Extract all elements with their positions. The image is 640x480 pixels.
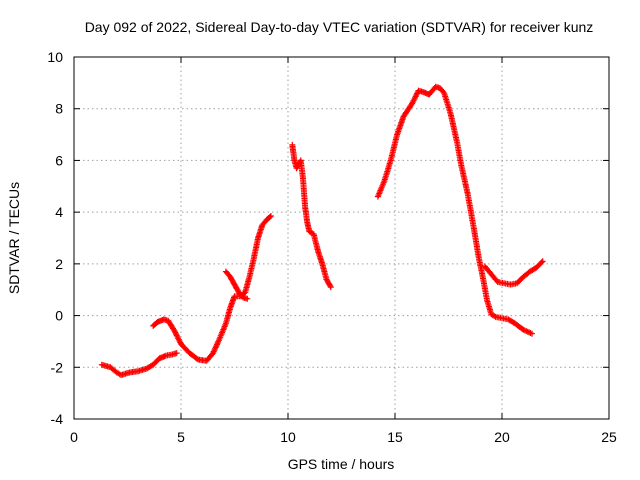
series-seg4 [289,141,334,291]
y-tick-label: -4 [51,411,64,427]
y-axis-label: SDTVAR / TECUs [6,182,22,294]
x-axis-label: GPS time / hours [288,456,395,472]
y-tick-label: 2 [55,256,63,272]
chart-title: Day 092 of 2022, Sidereal Day-to-day VTE… [85,19,594,35]
series-seg6 [481,258,546,288]
x-tick-label: 15 [387,429,403,445]
y-tick-label: 0 [55,308,63,324]
grid [74,57,609,419]
x-tick-label: 5 [177,429,185,445]
y-tick-label: 6 [55,152,63,168]
x-tick-label: 25 [601,429,617,445]
axis-tick-labels: 0 5 10 15 20 25 -4 -2 0 2 4 6 8 10 [47,49,617,445]
y-tick-label: 4 [55,204,63,220]
axis-ticks [73,56,610,420]
x-tick-label: 20 [494,429,510,445]
plot-frame [73,56,610,420]
x-tick-label: 10 [280,429,296,445]
y-tick-label: -2 [51,359,64,375]
y-tick-label: 8 [55,101,63,117]
series-seg5 [374,83,535,337]
series-seg2 [150,213,274,364]
y-tick-label: 10 [47,49,63,65]
x-tick-label: 0 [70,429,78,445]
data-series [98,83,546,378]
series-seg3 [222,268,251,302]
series-seg1 [98,350,180,378]
